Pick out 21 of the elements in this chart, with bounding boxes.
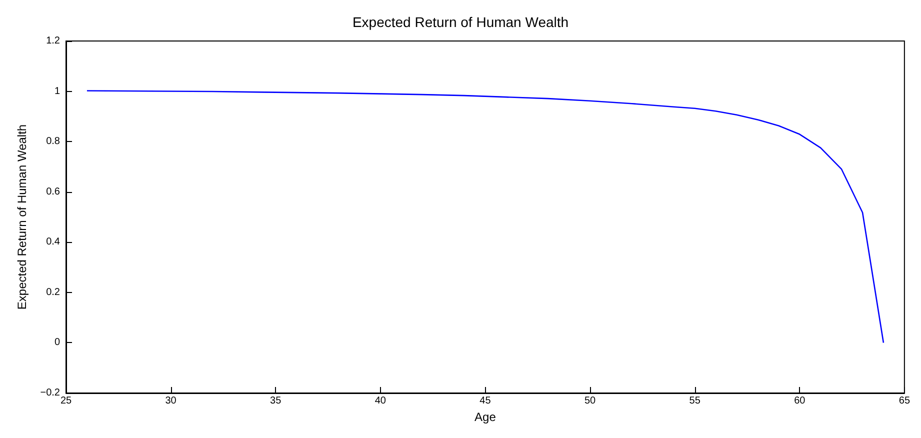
x-tick-label: 40 [374,396,386,406]
y-tick-label: −0.2 [40,388,60,398]
x-tick-label: 25 [60,396,72,406]
x-tick-label: 55 [689,396,701,406]
x-tick-label: 30 [165,396,177,406]
y-tick-label: 0.4 [46,236,60,248]
x-tick-label: 65 [898,396,910,406]
y-tick-label: 0.2 [46,286,60,298]
x-tick-label: 50 [584,396,596,406]
y-axis-title: Expected Return of Human Wealth [15,124,29,310]
y-tick-label: 0 [54,337,60,348]
chart-title: Expected Return of Human Wealth [352,14,569,30]
x-tick-label: 45 [480,396,492,406]
x-tick-label: 35 [270,396,282,406]
line-series [86,90,884,344]
y-tick-label: 0.8 [46,136,60,148]
y-tick-label: 1.2 [46,36,60,46]
x-tick-label: 60 [794,396,806,406]
y-tick-label: 0.6 [46,186,60,198]
x-axis-title: Age [474,410,496,424]
y-tick-label: 1 [54,86,60,97]
